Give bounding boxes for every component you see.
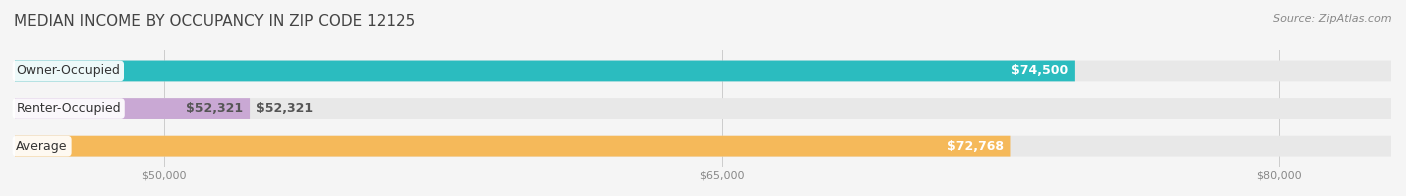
Text: MEDIAN INCOME BY OCCUPANCY IN ZIP CODE 12125: MEDIAN INCOME BY OCCUPANCY IN ZIP CODE 1… xyxy=(14,14,415,29)
FancyBboxPatch shape xyxy=(15,136,1011,157)
Text: $52,321: $52,321 xyxy=(186,102,243,115)
FancyBboxPatch shape xyxy=(15,61,1391,81)
Text: Source: ZipAtlas.com: Source: ZipAtlas.com xyxy=(1274,14,1392,24)
FancyBboxPatch shape xyxy=(15,136,1391,157)
Text: $72,768: $72,768 xyxy=(946,140,1004,153)
Text: Average: Average xyxy=(17,140,67,153)
Text: Owner-Occupied: Owner-Occupied xyxy=(17,64,121,77)
FancyBboxPatch shape xyxy=(15,61,1076,81)
FancyBboxPatch shape xyxy=(15,98,1391,119)
FancyBboxPatch shape xyxy=(15,98,250,119)
Text: $52,321: $52,321 xyxy=(256,102,312,115)
Text: $74,500: $74,500 xyxy=(1011,64,1069,77)
Text: Renter-Occupied: Renter-Occupied xyxy=(17,102,121,115)
